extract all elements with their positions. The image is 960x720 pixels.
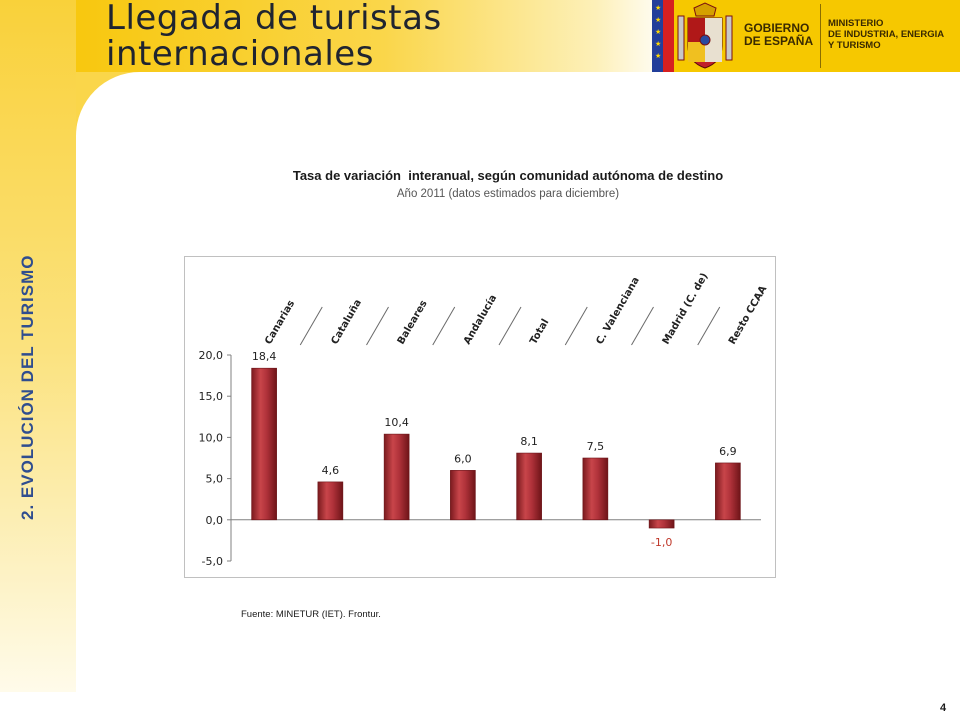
chart-title: Tasa de variación interanual, según comu…	[292, 168, 724, 183]
slide-title-line2: internacionales	[106, 34, 374, 74]
logo-ministry-line2: DE INDUSTRIA, ENERGIA	[828, 29, 945, 40]
logo-gobierno-line2: DE ESPAÑA	[744, 34, 814, 48]
category-separator	[697, 306, 721, 346]
category-label: Cataluña	[329, 298, 364, 347]
government-logo: ★ ★ ★ ★ ★ GOBIERNO DE ESPAÑA MINISTERIO …	[652, 0, 960, 72]
logo-ministry-line1: MINISTERIO	[828, 18, 884, 29]
category-separator	[432, 306, 456, 346]
bar	[383, 433, 410, 521]
data-label: -1,0	[651, 536, 672, 549]
category-separator	[498, 306, 522, 346]
category-label: C. Valenciana	[594, 275, 641, 346]
page-number: 4	[940, 702, 947, 714]
bar	[251, 367, 277, 521]
slide-title-line1: Llegada de turistas	[106, 0, 442, 38]
bar	[516, 452, 542, 521]
category-label: Baleares	[396, 299, 430, 347]
y-tick-label: 0,0	[206, 514, 224, 527]
category-separator	[299, 306, 323, 346]
slide-title: Llegada de turistas internacionales	[106, 0, 442, 72]
bar	[317, 481, 344, 521]
y-tick-label: 15,0	[199, 390, 224, 403]
bar	[450, 470, 476, 521]
data-label: 7,5	[587, 440, 605, 453]
chart-subtitle: Año 2011 (datos estimados para diciembre…	[396, 188, 620, 200]
category-separator	[366, 306, 389, 346]
category-label: Resto CCAA	[727, 284, 770, 347]
left-frame	[0, 0, 76, 692]
y-tick-label: -5,0	[202, 555, 223, 568]
category-label: Canarias	[263, 299, 297, 347]
logo-divider	[820, 4, 821, 68]
y-tick-label: 20,0	[199, 349, 224, 362]
data-label: 6,0	[454, 452, 472, 465]
y-tick-label: 5,0	[206, 473, 224, 486]
bar	[715, 462, 741, 521]
logo-ministry-line3: Y TURISMO	[828, 40, 881, 51]
category-separator	[631, 306, 654, 346]
bar	[582, 457, 609, 521]
logo-ministry-text: MINISTERIO DE INDUSTRIA, ENERGIA Y TURIS…	[828, 18, 944, 51]
category-label: Total	[528, 317, 551, 346]
y-tick-label: 10,0	[199, 431, 224, 444]
logo-gobierno-text: GOBIERNO DE ESPAÑA	[744, 22, 813, 48]
category-label: Andalucía	[461, 293, 499, 347]
section-label: 2. EVOLUCIÓN DEL TURISMO	[18, 254, 37, 521]
logo-gobierno-line1: GOBIERNO	[744, 21, 810, 35]
data-label: 18,4	[252, 350, 277, 363]
category-separator	[564, 306, 588, 346]
source-note: Fuente: MINETUR (IET). Frontur.	[241, 609, 381, 620]
eu-flag-icon: ★ ★ ★ ★ ★	[652, 0, 674, 72]
data-label: 6,9	[719, 445, 737, 458]
data-label: 8,1	[520, 435, 538, 448]
coat-of-arms-icon	[677, 2, 733, 69]
bar-chart: -5,0 0,0 5,0 10,0 15,0 20,0 18,4 Canarias 4,6 Cat…	[199, 271, 770, 568]
bar	[648, 519, 675, 529]
data-label: 4,6	[322, 464, 340, 477]
chart-area: -5,0 0,0 5,0 10,0 15,0 20,0 18,4 Canarias 4,6 Cat…	[184, 256, 776, 578]
data-label: 10,4	[384, 416, 409, 429]
